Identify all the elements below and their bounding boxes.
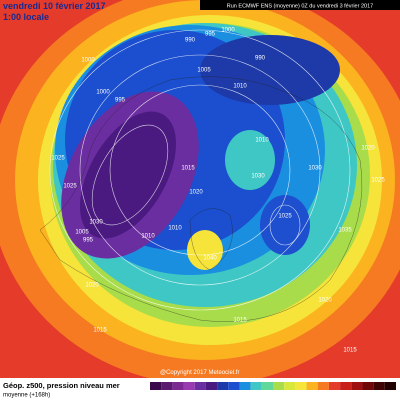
isobar-label: 1020 — [85, 283, 99, 289]
run-label: Run ECMWF ENS (moyenne) 0Z du vendredi 3… — [227, 3, 373, 9]
color-swatch — [261, 382, 273, 390]
time-label: 1:00 locale — [3, 12, 49, 22]
color-swatch — [295, 382, 307, 390]
isobar-label: 1000 — [81, 58, 95, 64]
isobar-label: 1015 — [93, 328, 107, 334]
isobar-label: 1005 — [197, 68, 211, 74]
isobar-label: 995 — [115, 98, 126, 104]
color-scale — [150, 382, 396, 390]
color-swatch — [150, 382, 162, 390]
color-swatch — [317, 382, 329, 390]
color-swatch — [172, 382, 184, 390]
isobar-label: 1025 — [51, 156, 65, 162]
date-label: vendredi 10 février 2017 — [3, 1, 106, 11]
isobar-label: 1025 — [278, 214, 292, 220]
color-swatch — [194, 382, 206, 390]
color-swatch — [273, 382, 285, 390]
run-banner — [200, 0, 400, 10]
isobar-label: 995 — [205, 32, 216, 38]
color-swatch — [217, 382, 229, 390]
isobar-label: 995 — [83, 238, 94, 244]
color-swatch — [362, 382, 374, 390]
isobar-label: 1000 — [96, 90, 110, 96]
isobar-label: 1020 — [318, 298, 332, 304]
color-swatch — [351, 382, 363, 390]
isobar-label: 1015 — [343, 348, 357, 354]
isobar-label: 1040 — [203, 256, 217, 262]
color-swatch — [239, 382, 251, 390]
color-swatch — [161, 382, 173, 390]
color-swatch — [373, 382, 385, 390]
color-swatch — [183, 382, 195, 390]
isobar-label: 1030 — [308, 166, 322, 172]
isobar-label: 1020 — [361, 146, 375, 152]
color-swatch — [205, 382, 218, 390]
isobar-label: 1000 — [221, 28, 235, 34]
weather-map: 990 995 1000 1000 995 1000 1005 990 1010… — [0, 0, 400, 378]
footer-subtitle: moyenne (+168h) — [3, 393, 50, 399]
color-swatch — [328, 382, 341, 390]
isobar-label: 1030 — [89, 220, 103, 226]
footer-title: Géop. z500, pression niveau mer — [3, 381, 120, 390]
isobar-label: 1020 — [189, 190, 203, 196]
color-swatch — [340, 382, 352, 390]
isobar-labels: 990 995 1000 1000 995 1000 1005 990 1010… — [51, 28, 385, 354]
color-swatch — [250, 382, 262, 390]
color-swatch — [306, 382, 318, 390]
isobar-label: 1025 — [63, 184, 77, 190]
isobar-label: 990 — [185, 38, 196, 44]
isobar-label: 1010 — [168, 226, 182, 232]
isobar-label: 990 — [255, 56, 266, 62]
color-swatch — [228, 382, 240, 390]
isobar-label: 1010 — [255, 138, 269, 144]
isobar-label: 1010 — [233, 84, 247, 90]
color-swatch — [384, 382, 396, 390]
color-swatch — [284, 382, 296, 390]
isobar-label: 1010 — [141, 234, 155, 240]
isobar-label: 1015 — [233, 318, 247, 324]
isobar-label: 1005 — [75, 230, 89, 236]
isobar-label: 1030 — [251, 174, 265, 180]
copyright: @Copyright 2017 Meteociel.fr — [160, 370, 239, 376]
isobar-label: 1025 — [371, 178, 385, 184]
isobar-label: 1035 — [338, 228, 352, 234]
isobar-label: 1015 — [181, 166, 195, 172]
